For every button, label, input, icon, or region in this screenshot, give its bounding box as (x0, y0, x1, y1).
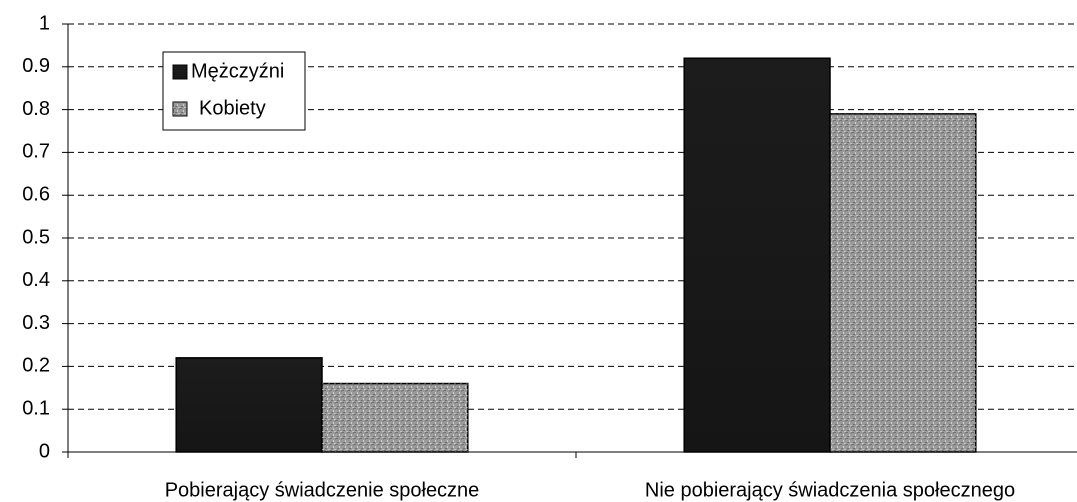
y-tick-label: 1 (39, 12, 50, 34)
y-tick-label: 0.8 (22, 98, 50, 120)
bar (829, 113, 977, 453)
y-tick-label: 0.5 (22, 226, 50, 248)
y-tick-label: 0 (39, 440, 50, 462)
y-tick-label: 0.7 (22, 141, 50, 163)
y-tick-label: 0.2 (22, 355, 50, 377)
y-tick-label: 0.1 (22, 397, 50, 419)
x-tick-label: Pobierający świadczenie społeczne (165, 479, 480, 501)
bar (175, 357, 323, 453)
bar (683, 57, 831, 453)
legend-label: Mężczyźni (191, 60, 284, 82)
legend-swatch-texture (173, 102, 187, 116)
y-tick-label: 0.9 (22, 55, 50, 77)
legend-swatch-texture (173, 65, 187, 79)
y-tick-label: 0.4 (22, 269, 50, 291)
y-tick-label: 0.3 (22, 312, 50, 334)
bar (321, 382, 469, 453)
y-tick-label: 0.6 (22, 183, 50, 205)
x-tick-label: Nie pobierający świadczenia społecznego (645, 479, 1015, 501)
legend-label: Kobiety (199, 97, 266, 119)
